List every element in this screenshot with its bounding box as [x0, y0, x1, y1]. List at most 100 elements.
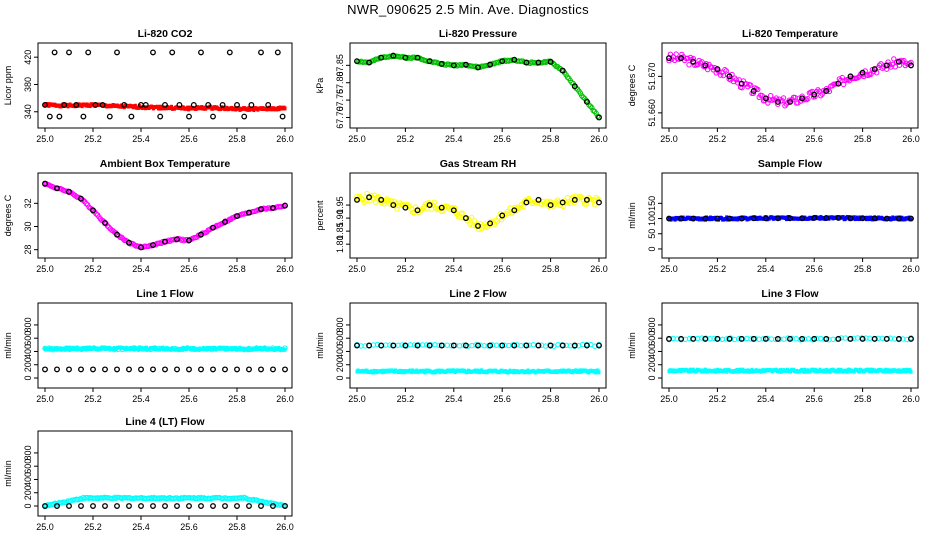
average-point — [279, 113, 286, 120]
average-point — [198, 503, 204, 509]
average-point — [475, 222, 481, 229]
average-point — [186, 366, 192, 373]
average-point — [690, 215, 697, 222]
x-tick-label: 25.0 — [36, 134, 54, 144]
average-point — [583, 342, 590, 349]
x-tick-label: 25.6 — [493, 394, 511, 404]
average-point — [714, 335, 721, 342]
average-point — [738, 335, 745, 342]
raw-point — [883, 66, 890, 72]
average-point — [462, 342, 469, 349]
y-tick-label: 0 — [335, 376, 345, 381]
average-point — [787, 215, 793, 222]
x-tick-label: 25.2 — [84, 522, 102, 532]
average-point — [690, 58, 697, 65]
average-point — [678, 335, 685, 342]
average-point — [774, 335, 781, 342]
y-tick-label: 400 — [23, 472, 33, 487]
x-tick-label: 26.0 — [590, 264, 608, 274]
raw-point — [283, 347, 287, 352]
average-point — [234, 101, 240, 108]
average-point — [895, 58, 902, 65]
x-tick-label: 25.4 — [132, 264, 150, 274]
panel-title: Sample Flow — [758, 158, 823, 170]
y-tick-label: 67.75 — [335, 89, 345, 112]
average-point — [738, 215, 745, 222]
average-point — [438, 204, 445, 211]
series-2-5-min-average — [666, 214, 914, 222]
average-point — [174, 503, 180, 509]
average-point — [80, 113, 87, 120]
x-tick-label: 25.6 — [805, 264, 823, 274]
average-point — [690, 335, 697, 342]
average-point — [210, 224, 216, 231]
y-tick-label: 1.80 — [335, 235, 345, 253]
average-point — [726, 73, 733, 80]
raw-point — [367, 198, 373, 204]
average-point — [102, 366, 108, 373]
panel-title: Line 1 Flow — [136, 288, 194, 300]
plot-frame — [37, 430, 293, 517]
average-point — [248, 101, 255, 108]
chart-panel-4: Ambient Box Temperature degrees C 25.0 25.2… — [3, 158, 294, 274]
average-point — [859, 215, 866, 222]
average-point — [799, 335, 806, 342]
average-point — [702, 62, 709, 69]
y-axis-label: kPa — [315, 78, 325, 94]
average-point — [246, 366, 252, 373]
x-tick-label: 25.0 — [660, 394, 678, 404]
average-point — [596, 342, 602, 349]
x-tick-label: 25.0 — [348, 134, 366, 144]
average-point — [390, 202, 397, 209]
y-tick-label: 200 — [23, 357, 33, 372]
chart-panel-6: Sample Flow ml/min 25.0 25.2 25.4 25.6 25.8 26.… — [627, 158, 920, 274]
average-point — [499, 212, 506, 219]
y-axis-label: ml/min — [3, 332, 13, 359]
plot-frame — [661, 302, 919, 389]
x-tick-label: 25.8 — [854, 134, 872, 144]
average-point — [462, 215, 469, 222]
x-tick-label: 25.0 — [36, 394, 54, 404]
average-point — [402, 342, 409, 349]
average-point — [908, 62, 914, 69]
x-tick-label: 26.0 — [276, 394, 294, 404]
x-tick-label: 25.8 — [542, 264, 560, 274]
series-raw — [42, 345, 288, 353]
raw-point — [765, 100, 771, 106]
raw-point — [592, 202, 598, 208]
average-point — [162, 101, 168, 108]
x-tick-label: 26.0 — [590, 134, 608, 144]
average-point — [186, 237, 192, 244]
raw-point — [467, 221, 473, 228]
x-tick-label: 25.4 — [132, 522, 150, 532]
series-raw — [42, 494, 288, 510]
y-tick-label: 0 — [647, 246, 657, 251]
average-point — [85, 49, 92, 56]
average-point — [475, 64, 481, 71]
average-point — [258, 503, 264, 509]
average-point — [511, 56, 518, 63]
series-2-5-min-average — [42, 366, 288, 373]
average-point — [559, 342, 566, 349]
average-point — [678, 215, 685, 222]
raw-point — [493, 217, 499, 224]
plot-frame — [37, 302, 293, 389]
raw-point — [164, 238, 170, 245]
panel-title: Ambient Box Temperature — [100, 158, 231, 170]
average-point — [54, 185, 60, 192]
y-tick-label: 420 — [23, 50, 33, 65]
raw-point — [839, 74, 845, 81]
y-tick-label: 1.95 — [335, 196, 345, 214]
series-2-5-min-average — [42, 49, 286, 120]
average-point — [138, 503, 144, 509]
y-tick-label: 0 — [23, 504, 33, 509]
raw-point — [577, 90, 584, 96]
chart-panel-7: Line 1 Flow ml/min 25.0 25.2 25.4 25.6 25.8 26.… — [3, 288, 294, 404]
average-point — [774, 215, 781, 222]
average-point — [174, 236, 180, 243]
average-point — [150, 366, 156, 373]
average-point — [426, 342, 433, 349]
average-point — [402, 54, 409, 61]
series-2-5-min-average — [42, 180, 288, 251]
raw-point — [118, 234, 125, 240]
